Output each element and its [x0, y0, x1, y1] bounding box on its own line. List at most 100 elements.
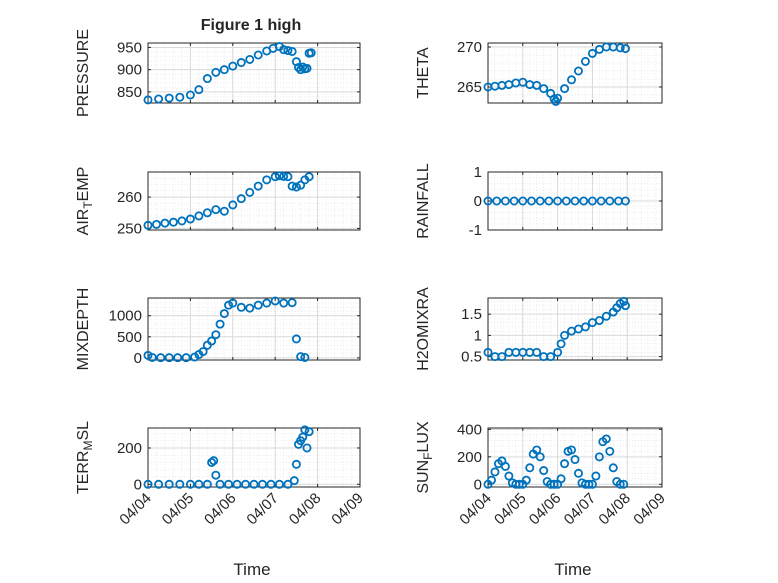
series-rainfall: [483, 196, 630, 206]
ylabel-air_temp: AIRTEMP: [75, 167, 95, 236]
y-tick-label: 200: [457, 449, 482, 466]
data-point: [567, 445, 577, 455]
data-point: [270, 172, 280, 182]
data-point: [509, 196, 519, 206]
data-point: [219, 309, 229, 319]
data-point: [304, 172, 314, 182]
data-point: [591, 471, 601, 481]
y-tick-label: 950: [117, 39, 142, 56]
data-point: [605, 446, 615, 456]
series-mixdepth: [143, 296, 310, 363]
data-point: [283, 46, 293, 56]
data-point: [615, 43, 625, 53]
data-point: [266, 479, 276, 489]
data-point: [518, 196, 528, 206]
axes-box: [147, 297, 361, 361]
x-tick-label: 04/08: [595, 490, 634, 529]
data-point: [283, 172, 293, 182]
data-point: [620, 301, 630, 311]
subplot-mixdepth: 0 500 1000 MIXDEPTH: [75, 288, 361, 370]
axes-box: [147, 171, 361, 231]
data-point: [177, 216, 187, 226]
plot-area: [148, 172, 360, 230]
data-point: [532, 80, 542, 90]
data-point: [553, 196, 563, 206]
y-tick-label: 260: [117, 189, 142, 206]
data-point: [164, 353, 174, 363]
data-point: [497, 352, 507, 362]
data-point: [556, 474, 566, 484]
data-point: [211, 330, 221, 340]
data-point: [270, 296, 280, 306]
data-point: [605, 196, 615, 206]
y-tick-label: 200: [117, 440, 142, 457]
data-point: [262, 298, 272, 308]
data-point: [245, 187, 255, 197]
data-point: [560, 330, 570, 340]
data-point: [154, 94, 164, 104]
x-tick-label: 04/09: [630, 490, 669, 529]
data-point: [143, 479, 153, 489]
data-point: [224, 479, 234, 489]
subplot-rainfall: -1 0 1 RAINFALL: [415, 163, 663, 239]
data-point: [262, 175, 272, 185]
data-point: [279, 298, 289, 308]
data-point: [556, 339, 566, 349]
data-point: [156, 353, 166, 363]
axes-box: [147, 42, 361, 104]
x-tick-label: 04/08: [286, 490, 325, 529]
y-tick-label: 0.5: [461, 349, 482, 366]
x-tick-label: 04/04: [116, 490, 155, 529]
x-tick-label: 04/07: [561, 490, 600, 529]
data-point: [615, 479, 625, 489]
data-point: [560, 84, 570, 94]
data-point: [594, 452, 604, 462]
data-point: [245, 303, 255, 313]
axes-box: [487, 297, 663, 361]
data-point: [291, 182, 301, 192]
x-tick-label: 04/06: [526, 490, 565, 529]
data-point: [296, 352, 306, 362]
data-point: [215, 479, 225, 489]
data-point: [490, 467, 500, 477]
data-point: [202, 208, 212, 218]
data-point: [521, 475, 531, 485]
data-point: [185, 479, 195, 489]
subplot-pressure: 850 900 950 PRESSURE: [75, 29, 361, 117]
x-tick-label: 04/09: [328, 490, 367, 529]
ylabel-sun_flux: SUNFLUX: [415, 421, 435, 494]
data-point: [168, 217, 178, 227]
data-point: [504, 471, 514, 481]
subplot-theta: 265 270 THETA: [415, 39, 663, 106]
data-point: [486, 475, 496, 485]
data-point: [302, 63, 312, 73]
data-point: [587, 48, 597, 58]
data-point: [185, 214, 195, 224]
data-point: [532, 347, 542, 357]
x-tick-label: 04/04: [456, 490, 495, 529]
data-point: [291, 459, 301, 469]
ylabel-terr_msl: TERRMSL: [75, 421, 95, 494]
data-point: [560, 459, 570, 469]
data-point: [483, 196, 493, 206]
data-point: [236, 194, 246, 204]
series-pressure: [143, 42, 316, 105]
data-point: [143, 95, 153, 105]
data-point: [207, 336, 217, 346]
plot-area: [148, 43, 360, 103]
y-tick-label: 0: [134, 350, 142, 367]
data-point: [175, 479, 185, 489]
y-tick-label: 1000: [109, 308, 142, 325]
data-point: [570, 196, 580, 206]
data-point: [601, 311, 611, 321]
data-point: [601, 434, 611, 444]
subplot-terr_msl: 0 200 04/04 04/05 04/06 04/07 04/08 04/09 Time TE…: [75, 421, 367, 579]
series-air_temp: [143, 171, 314, 230]
y-tick-label: 400: [457, 421, 482, 438]
data-point: [194, 479, 204, 489]
data-point: [587, 479, 597, 489]
data-point: [279, 45, 289, 55]
data-point: [209, 456, 219, 466]
data-point: [274, 479, 284, 489]
data-point: [228, 200, 238, 210]
